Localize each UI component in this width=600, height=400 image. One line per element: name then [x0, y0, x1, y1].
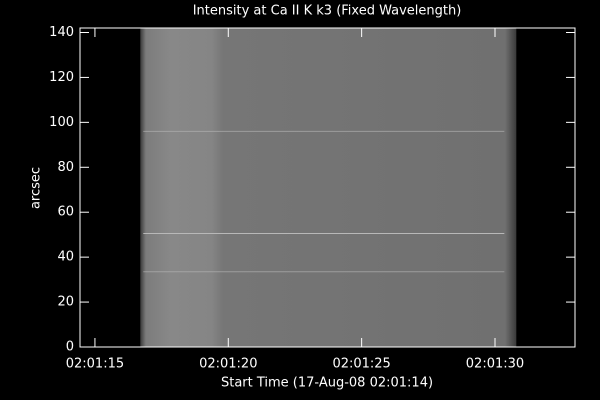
x-tick-label: 02:01:30	[466, 357, 524, 372]
x-tick-label: 02:01:25	[332, 357, 390, 372]
y-tick-label: 60	[57, 205, 74, 220]
x-tick-label: 02:01:20	[199, 357, 257, 372]
y-tick-label: 20	[57, 295, 74, 310]
plot-frame	[79, 27, 576, 348]
chart-title: Intensity at Ca II K k3 (Fixed Wavelengt…	[193, 4, 462, 19]
y-tick-label: 40	[57, 250, 74, 265]
y-axis-label: arcsec	[29, 167, 44, 209]
y-tick-label: 0	[66, 340, 74, 355]
y-tick-label: 80	[57, 160, 74, 175]
y-tick-label: 140	[49, 25, 74, 40]
x-tick-label: 02:01:15	[66, 357, 124, 372]
x-axis-label: Start Time (17-Aug-08 02:01:14)	[221, 376, 433, 391]
image	[140, 28, 517, 347]
y-tick-label: 100	[49, 115, 74, 130]
y-tick-label: 120	[49, 70, 74, 85]
